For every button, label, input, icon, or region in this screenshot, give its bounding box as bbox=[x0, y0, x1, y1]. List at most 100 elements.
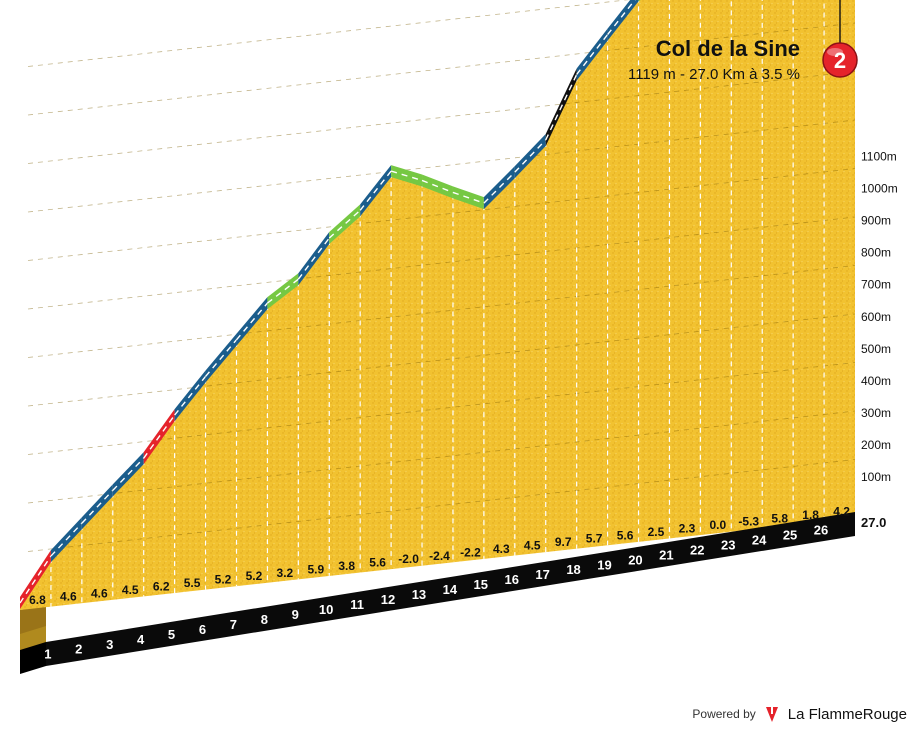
gradient-label: 5.6 bbox=[369, 556, 386, 570]
road-centerline bbox=[359, 170, 392, 211]
km-label: 1 bbox=[44, 647, 51, 662]
km-label: 12 bbox=[381, 592, 395, 607]
y-tick-label: 1000m bbox=[861, 182, 898, 196]
powered-by-label: Powered by bbox=[692, 707, 756, 721]
gradient-label: -2.2 bbox=[460, 545, 481, 559]
gradient-label: 4.6 bbox=[60, 590, 77, 604]
gradient-label: 4.3 bbox=[493, 542, 510, 556]
altitude-grid-line bbox=[27, 168, 856, 261]
gradient-label: 4.5 bbox=[524, 539, 541, 553]
gradient-label: 3.2 bbox=[277, 566, 294, 580]
road-centerline bbox=[545, 74, 578, 141]
gradient-label: 5.6 bbox=[617, 528, 634, 542]
altitude-grid-line bbox=[27, 216, 856, 310]
km-label: 3 bbox=[106, 637, 113, 652]
badge-shine bbox=[827, 48, 843, 56]
y-tick-label: 300m bbox=[861, 406, 891, 420]
y-tick-label: 800m bbox=[861, 246, 891, 260]
gradient-label: -2.4 bbox=[429, 549, 450, 563]
altitude-grid-line bbox=[27, 119, 856, 213]
gradient-label: 6.2 bbox=[153, 579, 170, 593]
km-label: 2 bbox=[75, 642, 82, 657]
powered-by-brand: Powered by La FlammeRouge bbox=[692, 705, 907, 723]
altitude-grid-line bbox=[27, 313, 856, 407]
y-tick-label: 400m bbox=[861, 374, 891, 388]
y-tick-label: 700m bbox=[861, 278, 891, 292]
gradient-label: 0.0 bbox=[709, 518, 726, 532]
km-label: 25 bbox=[783, 527, 797, 542]
gradient-label: 5.2 bbox=[215, 573, 232, 587]
road-centerline bbox=[143, 414, 176, 459]
road-centerline bbox=[112, 457, 145, 491]
y-tick-label: 600m bbox=[861, 310, 891, 324]
road-centerline bbox=[390, 170, 423, 182]
gradient-label: 2.5 bbox=[648, 525, 665, 539]
road-centerline bbox=[576, 34, 609, 75]
km-label: 8 bbox=[261, 612, 268, 627]
y-tick-label: 100m bbox=[861, 470, 891, 484]
road-centerline bbox=[50, 522, 83, 557]
climb-subtitle: 1119 m - 27.0 Km à 3.5 % bbox=[627, 66, 800, 83]
km-label: 10 bbox=[319, 602, 333, 617]
altitude-grid-line bbox=[27, 410, 856, 504]
km-label: 17 bbox=[535, 567, 549, 582]
km-label: 23 bbox=[721, 537, 735, 552]
road-centerline bbox=[205, 339, 238, 377]
km-label: 19 bbox=[597, 557, 611, 572]
km-label: 22 bbox=[690, 542, 704, 557]
gradient-label: 5.7 bbox=[586, 532, 603, 546]
km-label: 5 bbox=[168, 627, 175, 642]
km-label: 13 bbox=[412, 587, 426, 602]
gradient-label: 5.8 bbox=[771, 511, 788, 525]
road-centerline bbox=[19, 555, 52, 604]
gradient-label: 1.8 bbox=[802, 508, 819, 522]
gradient-label: 6.8 bbox=[29, 593, 46, 607]
altitude-grid-line bbox=[27, 22, 856, 116]
km-strip bbox=[46, 512, 855, 666]
category-badge bbox=[822, 42, 858, 78]
km-label: 6 bbox=[199, 622, 206, 637]
gradient-label: 4.6 bbox=[91, 586, 108, 600]
km-label: 7 bbox=[230, 617, 237, 632]
road-centerline bbox=[174, 376, 207, 416]
gradient-label: 3.8 bbox=[338, 559, 355, 573]
road-segment bbox=[329, 204, 361, 245]
gradient-label: 2.3 bbox=[679, 522, 696, 536]
gradient-label: -2.0 bbox=[398, 552, 419, 566]
road-segment bbox=[607, 0, 639, 41]
altitude-grid-line bbox=[27, 459, 856, 552]
climb-title: Col de la Sine bbox=[655, 36, 800, 61]
road-segment bbox=[638, 0, 641, 2]
road-segment bbox=[267, 273, 299, 310]
altitude-grid-line bbox=[27, 265, 856, 358]
road-centerline bbox=[235, 302, 268, 341]
flame-rouge-logo-icon bbox=[765, 707, 778, 722]
altitude-grid-line bbox=[27, 71, 856, 164]
profile-fill bbox=[20, 0, 855, 610]
gradient-label: 9.7 bbox=[555, 535, 572, 549]
km-label: 4 bbox=[137, 632, 145, 647]
gradient-label: 5.5 bbox=[184, 576, 201, 590]
road-centerline bbox=[607, 0, 636, 36]
km-label: 14 bbox=[443, 582, 458, 597]
km-label: 18 bbox=[566, 562, 580, 577]
y-tick-label: 200m bbox=[861, 438, 891, 452]
road-centerline bbox=[81, 489, 114, 524]
km-label: 11 bbox=[350, 597, 364, 612]
gradient-label: 4.5 bbox=[122, 583, 139, 597]
road-centerline bbox=[483, 171, 516, 204]
km-label: 20 bbox=[628, 552, 642, 567]
km-label: 15 bbox=[474, 577, 488, 592]
km-strip-front bbox=[20, 642, 46, 674]
km-label: 9 bbox=[292, 607, 299, 622]
road-centerline bbox=[297, 237, 330, 280]
altitude-grid-line bbox=[27, 362, 856, 455]
category-badge-label: 2 bbox=[834, 48, 846, 73]
road-centerline bbox=[421, 179, 454, 194]
gradient-label: 4.2 bbox=[833, 504, 850, 518]
km-label: 16 bbox=[504, 572, 518, 587]
road-segment bbox=[483, 166, 515, 210]
road-segment bbox=[20, 550, 51, 609]
total-distance-label: 27.0 bbox=[861, 515, 886, 530]
